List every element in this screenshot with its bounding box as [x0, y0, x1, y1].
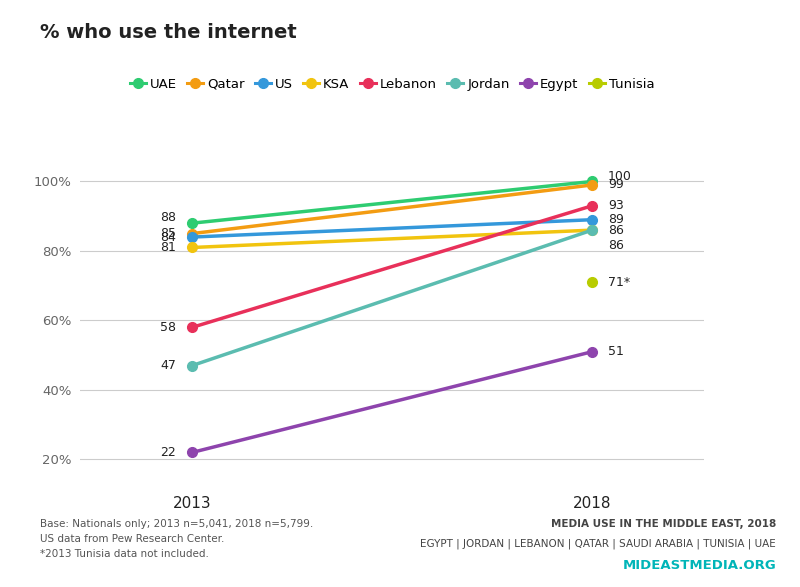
Text: 47: 47 [160, 359, 176, 372]
Text: 100: 100 [608, 170, 632, 183]
Legend: UAE, Qatar, US, KSA, Lebanon, Jordan, Egypt, Tunisia: UAE, Qatar, US, KSA, Lebanon, Jordan, Eg… [125, 72, 659, 96]
Text: % who use the internet: % who use the internet [40, 23, 297, 42]
Text: 99: 99 [608, 178, 624, 191]
Text: 58: 58 [160, 321, 176, 334]
Text: 71*: 71* [608, 276, 630, 289]
Text: 81: 81 [160, 241, 176, 254]
Text: 85: 85 [160, 227, 176, 240]
Text: 51: 51 [608, 345, 624, 358]
Text: MIDEASTMEDIA.ORG: MIDEASTMEDIA.ORG [622, 559, 776, 572]
Text: EGYPT | JORDAN | LEBANON | QATAR | SAUDI ARABIA | TUNISIA | UAE: EGYPT | JORDAN | LEBANON | QATAR | SAUDI… [420, 539, 776, 549]
Text: Base: Nationals only; 2013 n=5,041, 2018 n=5,799.
US data from Pew Research Cent: Base: Nationals only; 2013 n=5,041, 2018… [40, 519, 314, 559]
Text: 22: 22 [160, 446, 176, 459]
Text: 93: 93 [608, 200, 624, 212]
Text: 86: 86 [608, 239, 624, 252]
Text: MEDIA USE IN THE MIDDLE EAST, 2018: MEDIA USE IN THE MIDDLE EAST, 2018 [550, 519, 776, 529]
Text: 88: 88 [160, 211, 176, 224]
Text: 86: 86 [608, 224, 624, 237]
Text: 89: 89 [608, 213, 624, 226]
Text: 84: 84 [160, 231, 176, 244]
